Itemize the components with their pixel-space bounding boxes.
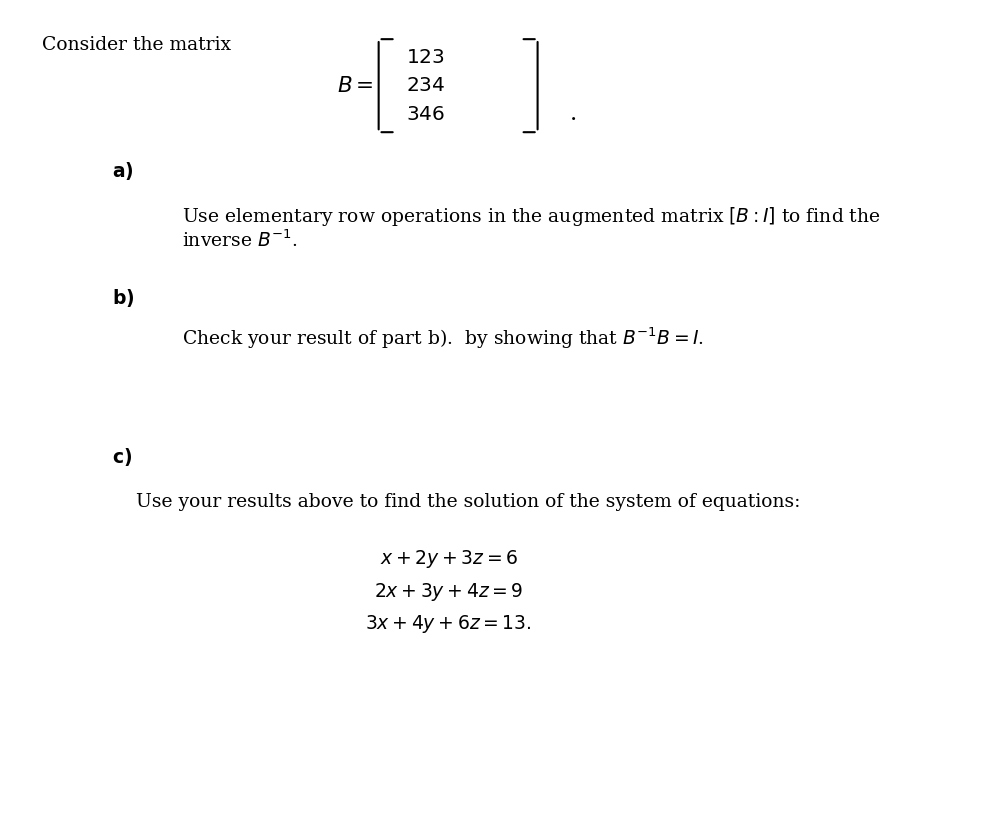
Text: $2x + 3y + 4z = 9$: $2x + 3y + 4z = 9$ <box>374 581 523 602</box>
Text: Use elementary row operations in the augmented matrix $[B : I]$ to find the: Use elementary row operations in the aug… <box>182 205 881 228</box>
Text: $x + 2y + 3z = 6$: $x + 2y + 3z = 6$ <box>379 548 518 570</box>
Text: Check your result of part b).  by showing that $B^{-1}B = I$.: Check your result of part b). by showing… <box>182 326 704 352</box>
Text: inverse $B^{-1}$.: inverse $B^{-1}$. <box>182 230 298 251</box>
Text: .: . <box>570 104 577 125</box>
Text: Use your results above to find the solution of the system of equations:: Use your results above to find the solut… <box>136 493 800 511</box>
Text: $\mathbf{c)}$: $\mathbf{c)}$ <box>113 446 133 468</box>
Text: $1  2  3$: $1 2 3$ <box>406 47 445 67</box>
Text: $3  4  6$: $3 4 6$ <box>405 104 445 124</box>
Text: $\mathbf{a)}$: $\mathbf{a)}$ <box>113 161 134 182</box>
Text: $\mathbf{b)}$: $\mathbf{b)}$ <box>113 287 135 308</box>
Text: $B = $: $B = $ <box>337 75 373 96</box>
Text: $2  3  4$: $2 3 4$ <box>405 76 445 95</box>
Text: $3x + 4y + 6z = 13.$: $3x + 4y + 6z = 13.$ <box>365 614 532 635</box>
Text: Consider the matrix: Consider the matrix <box>42 36 231 54</box>
